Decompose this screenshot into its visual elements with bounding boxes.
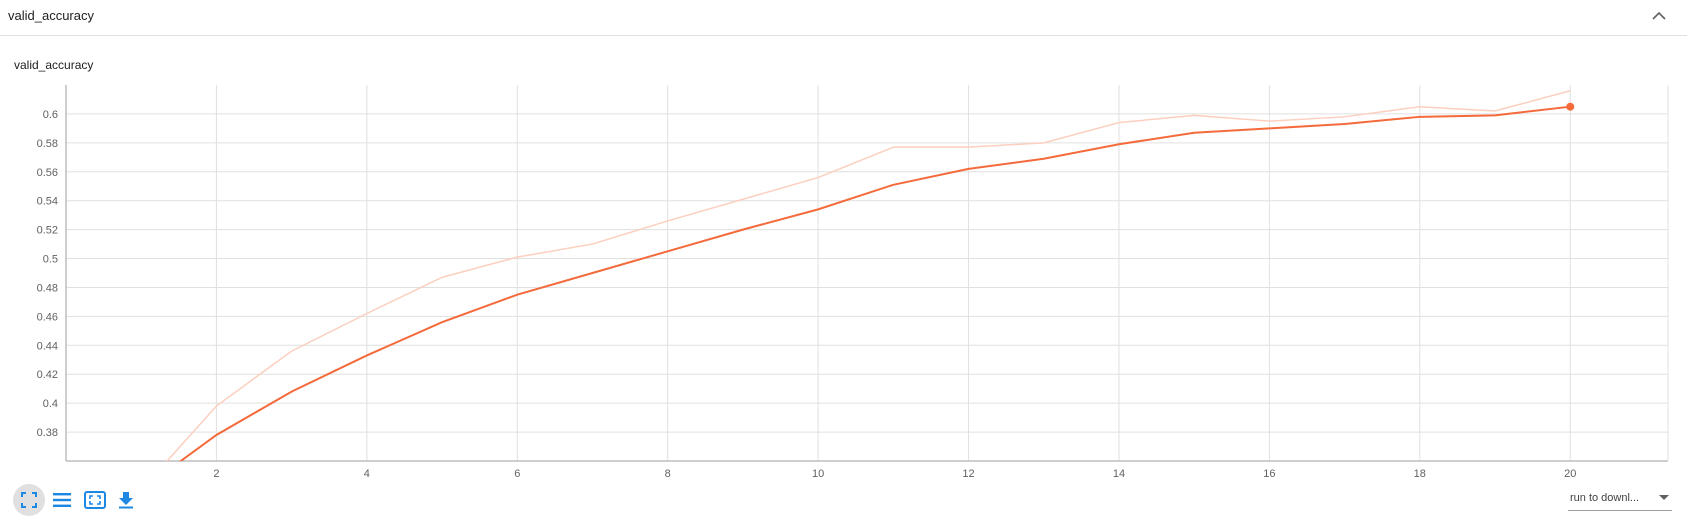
fit-icon xyxy=(84,491,106,509)
x-tick-label: 18 xyxy=(1414,468,1426,480)
fit-to-data-button[interactable] xyxy=(78,484,110,516)
y-tick-label: 0.6 xyxy=(43,109,58,121)
expand-icon xyxy=(21,492,37,508)
axes xyxy=(65,85,1669,462)
x-tick-label: 8 xyxy=(665,468,671,480)
raw-series-line xyxy=(166,90,1571,461)
x-tick-label: 4 xyxy=(364,468,370,480)
y-tick-label: 0.38 xyxy=(37,427,58,439)
y-tick-label: 0.48 xyxy=(37,282,58,294)
x-tick-label: 10 xyxy=(812,468,824,480)
grid xyxy=(66,85,1668,461)
chart-title: valid_accuracy xyxy=(14,58,94,72)
x-tick-label: 2 xyxy=(213,468,219,480)
x-tick-label: 20 xyxy=(1564,468,1576,480)
fit-domain-button[interactable] xyxy=(13,484,45,516)
y-tick-label: 0.4 xyxy=(43,398,58,410)
dropdown-arrow-icon xyxy=(1658,492,1670,505)
series xyxy=(166,90,1575,461)
run-to-download-select[interactable]: run to downl... xyxy=(1568,488,1672,511)
y-tick-label: 0.42 xyxy=(37,369,58,381)
x-tick-label: 14 xyxy=(1113,468,1125,480)
y-tick-label: 0.56 xyxy=(37,167,58,179)
y-tick-label: 0.5 xyxy=(43,254,58,266)
run-select-value: run to downl... xyxy=(1570,492,1640,504)
chevron-up-icon xyxy=(1652,11,1666,20)
last-point-marker xyxy=(1566,102,1575,111)
list-icon xyxy=(53,493,71,507)
collapse-button[interactable] xyxy=(1648,5,1670,27)
smoothed-series-line xyxy=(179,105,1571,461)
x-tick-label: 6 xyxy=(514,468,520,480)
download-button[interactable] xyxy=(110,484,142,516)
y-tick-label: 0.58 xyxy=(37,138,58,150)
series-smoothed xyxy=(179,105,1571,461)
download-icon xyxy=(119,492,133,509)
tick-labels: 0.38 0.4 0.42 0.44 0.46 0.48 0.5 0.52 0.54 0.56 0.… xyxy=(37,109,1577,480)
section-header[interactable]: valid_accuracy xyxy=(0,0,1687,36)
y-tick-label: 0.46 xyxy=(37,311,58,323)
x-tick-label: 12 xyxy=(962,468,974,480)
section-title: valid_accuracy xyxy=(8,8,94,23)
y-tick-label: 0.54 xyxy=(37,196,58,208)
y-tick-label: 0.52 xyxy=(37,225,58,237)
y-tick-label: 0.44 xyxy=(37,340,58,352)
x-tick-label: 16 xyxy=(1263,468,1275,480)
series-raw xyxy=(166,90,1571,461)
log-scale-button[interactable] xyxy=(46,484,78,516)
